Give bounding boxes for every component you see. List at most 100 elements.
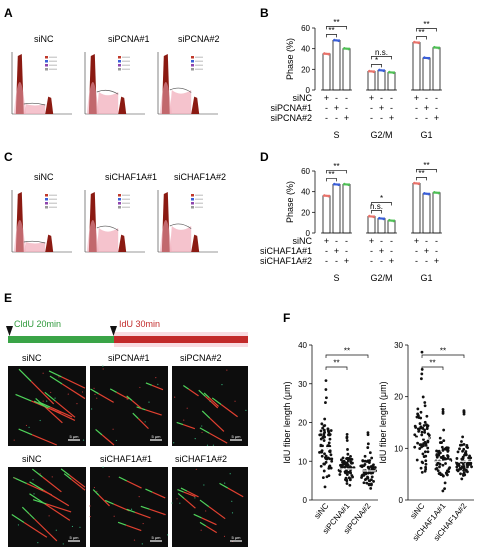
data-point <box>363 454 367 458</box>
fiber-cldu <box>21 506 35 520</box>
background-speck <box>91 408 93 410</box>
sign-mark: + <box>344 113 349 123</box>
sign-mark: - <box>335 93 338 103</box>
y-tick-label: 60 <box>301 24 310 33</box>
micrograph-frame <box>172 366 248 446</box>
data-point <box>446 455 450 458</box>
data-point <box>423 469 427 473</box>
timeline-cldu-bar <box>8 336 114 343</box>
data-point <box>426 450 430 454</box>
background-speck <box>51 476 53 478</box>
data-point <box>425 423 428 427</box>
data-point <box>359 464 363 468</box>
sign-mark: - <box>415 103 418 113</box>
data-point <box>319 464 323 468</box>
background-speck <box>206 444 209 446</box>
hist-g1-fit <box>159 220 172 252</box>
hist-legend-swatch <box>191 56 194 59</box>
fiber-cldu <box>199 499 210 508</box>
group-label: G1 <box>420 273 432 283</box>
fiber-idu <box>69 474 86 488</box>
sign-mark: - <box>380 256 383 266</box>
background-speck <box>42 372 44 374</box>
background-speck <box>39 473 41 475</box>
y-tick-label: 30 <box>394 341 403 350</box>
fiber-row2-label-1: siNC <box>22 454 42 464</box>
data-point <box>344 463 348 467</box>
data-point <box>415 41 418 44</box>
y-tick-label: 40 <box>298 341 307 350</box>
fiber-cldu <box>90 388 99 395</box>
data-point <box>329 453 333 457</box>
data-point <box>425 192 428 195</box>
data-point <box>324 454 328 458</box>
panel-letter-f: F <box>283 311 290 325</box>
data-point <box>420 470 424 474</box>
data-point <box>343 182 346 185</box>
data-point <box>378 216 381 220</box>
fiber-idu <box>71 478 86 491</box>
timeline-cldu-label: CldU 20min <box>14 319 61 329</box>
data-point <box>416 407 420 411</box>
arrow-idu-icon <box>110 326 117 336</box>
bar <box>412 42 421 91</box>
sign-mark: - <box>390 246 393 256</box>
sign-mark: - <box>415 246 418 256</box>
data-point <box>433 191 436 194</box>
fiber-idu <box>31 434 57 446</box>
data-point <box>441 407 445 411</box>
background-speck <box>96 397 98 399</box>
row-label: siCHAF1A#2 <box>260 256 312 266</box>
background-speck <box>82 439 85 441</box>
hist-legend-swatch <box>45 64 48 67</box>
hist-g1-fit <box>159 82 172 114</box>
data-point <box>347 476 351 480</box>
hist-legend-swatch <box>191 202 194 205</box>
hist-c-label-3: siCHAF1A#2 <box>174 172 226 182</box>
sig-bracket <box>326 170 347 174</box>
fiber-idu <box>42 489 70 507</box>
y-tick-label: 40 <box>301 45 310 54</box>
data-point <box>462 443 466 446</box>
background-speck <box>17 524 20 526</box>
fiber-idu <box>101 434 115 446</box>
data-point <box>416 412 420 416</box>
hist-legend-swatch <box>118 68 121 71</box>
data-point <box>425 56 428 60</box>
panel-letter-c: C <box>4 150 13 164</box>
fiber-idu <box>205 525 218 534</box>
data-point <box>369 486 373 490</box>
data-point <box>441 410 445 414</box>
bar <box>342 48 351 91</box>
data-point <box>369 483 373 487</box>
data-point <box>324 388 328 391</box>
fiber-row1-label-2: siPCNA#1 <box>108 353 150 363</box>
data-point <box>417 41 420 45</box>
data-point <box>419 410 423 414</box>
background-speck <box>231 512 234 514</box>
data-point <box>425 414 429 418</box>
fiber-idu <box>208 506 226 520</box>
background-speck <box>126 398 128 400</box>
data-point <box>325 475 329 479</box>
data-point <box>461 466 465 470</box>
data-point <box>329 466 333 470</box>
sig-label: ** <box>333 18 339 27</box>
data-point <box>346 452 350 456</box>
data-point <box>388 70 391 73</box>
sig-label: ** <box>429 359 435 368</box>
data-point <box>420 460 424 464</box>
data-point <box>462 409 466 413</box>
fiber-idu <box>125 524 142 532</box>
hist-s-phase <box>96 228 119 252</box>
background-speck <box>115 439 117 442</box>
sign-mark: + <box>334 246 339 256</box>
data-point <box>361 459 365 462</box>
hist-legend-swatch <box>45 60 48 63</box>
data-point <box>370 478 373 482</box>
data-point <box>330 457 334 461</box>
hist-legend-swatch <box>118 64 121 67</box>
